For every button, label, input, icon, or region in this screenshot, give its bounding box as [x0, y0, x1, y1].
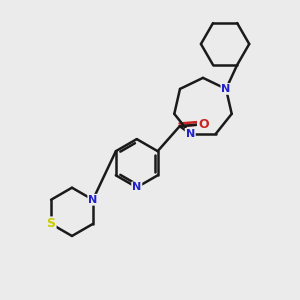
Text: O: O: [198, 118, 208, 131]
Text: N: N: [186, 129, 195, 139]
Text: N: N: [88, 195, 98, 205]
Text: N: N: [221, 84, 231, 94]
Text: S: S: [46, 218, 56, 230]
Text: N: N: [132, 182, 141, 192]
